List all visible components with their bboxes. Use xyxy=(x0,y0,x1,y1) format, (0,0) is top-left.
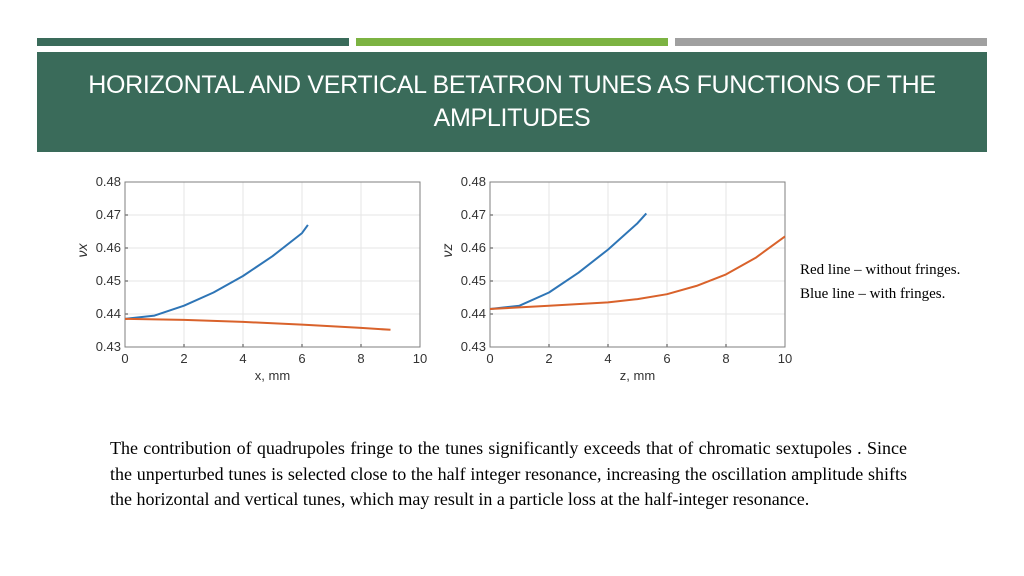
chart2-ylabel: νz xyxy=(439,244,455,258)
chart-nux-svg: 0 2 4 6 8 10 0.43 0.44 0.45 0.46 0.47 0.48 x, mm νx xyxy=(74,174,427,383)
chart1-xtick-label: 2 xyxy=(180,351,187,366)
legend-note: Red line – without fringes. Blue line – … xyxy=(800,258,960,306)
chart1-series-line-2 xyxy=(124,317,391,331)
legend-note-blue: Blue line – with fringes. xyxy=(800,286,946,302)
accent-bar-green-dark xyxy=(37,38,349,46)
chart2-ytick-label: 0.45 xyxy=(461,273,486,288)
slide-title: HORIZONTAL AND VERTICAL BETATRON TUNES A… xyxy=(88,71,936,132)
chart1-xtick-label: 4 xyxy=(239,351,246,366)
chart2-ytick-label: 0.43 xyxy=(461,339,486,354)
chart1-plot-frame xyxy=(124,181,421,348)
chart-nuz: 0 2 4 6 8 10 0.43 0.44 0.45 0.46 0.47 0.48 z, mm νz xyxy=(435,170,795,395)
chart1-ytick-label: 0.47 xyxy=(96,207,121,222)
chart1-ytick-label: 0.46 xyxy=(96,240,121,255)
chart2-xlabel: z, mm xyxy=(620,368,655,383)
chart2-ytick-label: 0.48 xyxy=(461,174,486,189)
chart1-ytick-label: 0.43 xyxy=(96,339,121,354)
chart2-xtick-label: 4 xyxy=(604,351,611,366)
chart1-ytick-label: 0.45 xyxy=(96,273,121,288)
body-paragraph: The contribution of quadrupoles fringe t… xyxy=(110,438,907,509)
chart2-xtick-label: 10 xyxy=(778,351,792,366)
chart1-xtick-label: 6 xyxy=(298,351,305,366)
chart2-xtick-label: 2 xyxy=(545,351,552,366)
chart-nux: 0 2 4 6 8 10 0.43 0.44 0.45 0.46 0.47 0.48 x, mm νx xyxy=(70,170,430,395)
chart2-xtick-label: 8 xyxy=(722,351,729,366)
chart1-ylabel: νx xyxy=(74,243,90,258)
accent-bar-gray xyxy=(675,38,987,46)
legend-note-red: Red line – without fringes. xyxy=(800,262,961,278)
chart1-xtick-label: 8 xyxy=(357,351,364,366)
title-bar: HORIZONTAL AND VERTICAL BETATRON TUNES A… xyxy=(37,52,987,152)
chart2-xtick-label: 6 xyxy=(663,351,670,366)
chart2-series-line-1 xyxy=(489,212,648,310)
chart-nuz-svg: 0 2 4 6 8 10 0.43 0.44 0.45 0.46 0.47 0.48 z, mm νz xyxy=(439,174,792,383)
chart2-plot-frame xyxy=(489,181,786,348)
chart2-xtick-label: 0 xyxy=(486,351,493,366)
chart1-xtick-label: 10 xyxy=(413,351,427,366)
chart1-xtick-label: 0 xyxy=(121,351,128,366)
chart2-series-line-2 xyxy=(489,235,786,310)
chart1-xlabel: x, mm xyxy=(255,368,290,383)
accent-bar-green-light xyxy=(356,38,668,46)
chart2-ytick-label: 0.44 xyxy=(461,306,486,321)
chart1-series-line-1 xyxy=(124,224,309,320)
chart2-ytick-label: 0.47 xyxy=(461,207,486,222)
chart1-ytick-label: 0.48 xyxy=(96,174,121,189)
chart2-ytick-label: 0.46 xyxy=(461,240,486,255)
chart1-ytick-label: 0.44 xyxy=(96,306,121,321)
